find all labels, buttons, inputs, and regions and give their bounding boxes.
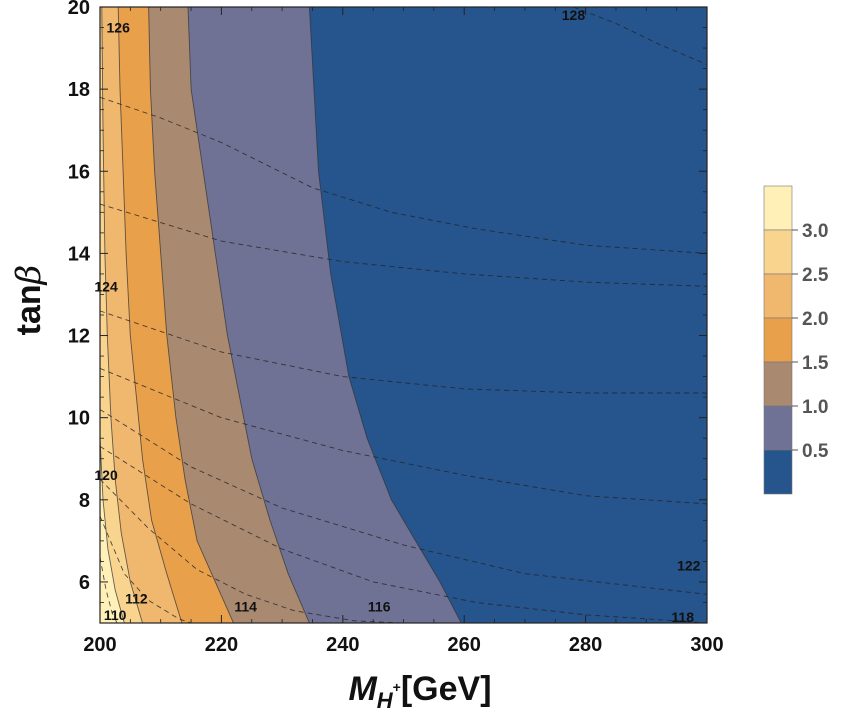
contour-label-110: 110: [104, 607, 127, 623]
dashed-contour-lines: [100, 7, 707, 623]
contour-label-128: 128: [562, 7, 586, 23]
filled-contour-bands: [100, 7, 707, 623]
mass-contour-120: [100, 367, 707, 505]
x-tick-label: 220: [205, 634, 238, 656]
contour-label-120: 120: [94, 467, 118, 483]
colorbar-tick-label: 3.0: [802, 221, 828, 242]
contour-label-114: 114: [234, 599, 257, 615]
colorbar-tick-label: 2.5: [802, 265, 829, 286]
contour-label-122: 122: [677, 558, 701, 574]
y-tick-label: 10: [68, 408, 90, 430]
contour-label-118: 118: [671, 609, 694, 625]
y-tick-label: 18: [68, 79, 90, 101]
x-tick-label: 300: [690, 634, 723, 656]
contour-line-2: [117, 7, 183, 623]
x-tick-label: 260: [448, 634, 481, 656]
contour-line-1.5: [148, 7, 234, 623]
colorbar-band: [763, 449, 793, 495]
x-tick-label: 200: [83, 634, 116, 656]
colorbar-tick-label: 1.0: [802, 397, 828, 418]
y-tick-label: 14: [68, 243, 91, 265]
contour-label-112: 112: [125, 590, 148, 606]
y-tick-label: 8: [79, 490, 90, 512]
y-tick-label: 6: [79, 572, 90, 594]
colorbar-tick-label: 2.0: [802, 309, 828, 330]
colorbar-band: [763, 405, 793, 451]
x-axis-ticks: 200 220 240 260 280 300: [83, 7, 724, 656]
band-above-2: [100, 7, 182, 623]
mass-contour-126: [100, 96, 707, 254]
contour-label-124: 124: [94, 278, 118, 294]
mass-contour-124: [100, 203, 707, 287]
mass-contour-112: [100, 516, 192, 623]
band-above-3: [100, 438, 125, 623]
colorbar-band: [763, 229, 793, 275]
x-tick-label: 280: [569, 634, 602, 656]
colorbar-tick-label: 1.5: [802, 353, 829, 374]
colorbar-legend: 3.0 2.5 2.0 1.5 1.0 0.5: [763, 185, 829, 495]
mass-contour-128: [573, 7, 707, 65]
mass-contour-122: [100, 310, 707, 394]
colorbar-band: [763, 273, 793, 319]
contour-line-1: [187, 7, 310, 623]
mass-contour-114: [100, 478, 404, 623]
contour-label-126: 126: [107, 20, 131, 36]
colorbar-band: [763, 185, 793, 231]
mass-contour-118: [100, 409, 707, 595]
contour-line-0.5: [308, 7, 462, 623]
band-above-2.5: [100, 7, 143, 623]
y-tick-label: 16: [68, 161, 90, 183]
x-axis-title: MH+[GeV]: [348, 670, 491, 711]
x-tick-label: 240: [326, 634, 359, 656]
colorbar-band: [763, 317, 793, 363]
colorbar-tick-label: 0.5: [802, 441, 829, 462]
y-axis-title: tanβ: [9, 265, 49, 336]
contour-label-116: 116: [368, 599, 391, 615]
y-tick-label: 20: [68, 0, 90, 19]
colorbar-band: [763, 361, 793, 407]
mass-contour-110: [100, 557, 118, 623]
mass-contour-116: [100, 446, 707, 623]
y-axis-ticks: 6 8 10 12 14 16 18 20: [68, 0, 707, 624]
y-tick-label: 12: [68, 326, 90, 348]
